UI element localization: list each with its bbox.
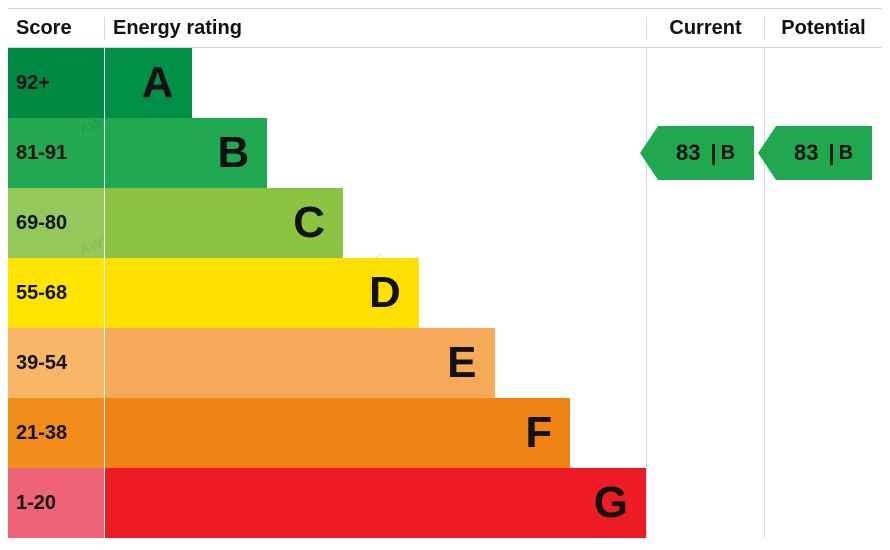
score-cell: 69-80: [8, 188, 104, 258]
band-row: 55-68 D: [8, 258, 882, 328]
rating-letter: C: [293, 198, 325, 248]
band-row: 21-38 F: [8, 398, 882, 468]
rating-bar: G: [105, 468, 646, 538]
score-cell: 21-38: [8, 398, 104, 468]
header-row: Score Energy rating Current Potential: [8, 8, 882, 48]
rating-letter: E: [447, 338, 476, 388]
potential-col: [764, 398, 882, 468]
header-potential: Potential: [764, 17, 882, 40]
header-score: Score: [8, 17, 104, 40]
rating-bar: C: [105, 188, 343, 258]
rating-bar: D: [105, 258, 419, 328]
bar-zone: G: [104, 468, 646, 538]
energy-rating-chart: Score Energy rating Current Potential AW…: [8, 8, 882, 542]
arrow-left-icon: [758, 126, 776, 180]
bar-zone: E: [104, 328, 646, 398]
rating-letter: A: [142, 58, 174, 108]
current-col: [646, 328, 764, 398]
current-col: [646, 468, 764, 538]
potential-col: [764, 468, 882, 538]
current-col: [646, 258, 764, 328]
tag-value: 83: [794, 140, 818, 166]
rating-letter: B: [218, 128, 250, 178]
tag-grade: B: [839, 142, 853, 165]
band-row: 39-54 E: [8, 328, 882, 398]
band-row: 69-80 C: [8, 188, 882, 258]
current-col: 83 |B: [646, 118, 764, 188]
band-row: 1-20 G: [8, 468, 882, 538]
tag-value: 83: [676, 140, 700, 166]
tag-grade: B: [721, 142, 735, 165]
bar-zone: B: [104, 118, 646, 188]
potential-col: 83 |B: [764, 118, 882, 188]
potential-tag: 83 |B: [776, 126, 872, 180]
bar-zone: F: [104, 398, 646, 468]
rating-bar: F: [105, 398, 570, 468]
bar-zone: D: [104, 258, 646, 328]
score-cell: 1-20: [8, 468, 104, 538]
bar-zone: A: [104, 48, 646, 118]
rating-letter: F: [525, 408, 552, 458]
current-col: [646, 398, 764, 468]
rating-bar: E: [105, 328, 495, 398]
score-cell: 55-68: [8, 258, 104, 328]
score-cell: 81-91: [8, 118, 104, 188]
rating-letter: D: [369, 268, 401, 318]
header-rating: Energy rating: [104, 17, 646, 40]
header-current: Current: [646, 17, 764, 40]
potential-col: [764, 328, 882, 398]
score-cell: 39-54: [8, 328, 104, 398]
arrow-left-icon: [640, 126, 658, 180]
band-row: 81-91B83|B83|B: [8, 118, 882, 188]
score-cell: 92+: [8, 48, 104, 118]
rating-bar: B: [105, 118, 267, 188]
current-tag: 83 |B: [658, 126, 754, 180]
potential-col: [764, 48, 882, 118]
rating-bar: A: [105, 48, 192, 118]
tag-separator: |: [710, 140, 716, 166]
rating-letter: G: [594, 478, 628, 528]
current-col: [646, 188, 764, 258]
tag-separator: |: [828, 140, 834, 166]
band-row: 92+ A: [8, 48, 882, 118]
potential-col: [764, 188, 882, 258]
chart-body: AWEHOME AWEHOME AWEHOME AWEHOME 92+A81-9…: [8, 48, 882, 542]
bar-zone: C: [104, 188, 646, 258]
current-col: [646, 48, 764, 118]
potential-col: [764, 258, 882, 328]
